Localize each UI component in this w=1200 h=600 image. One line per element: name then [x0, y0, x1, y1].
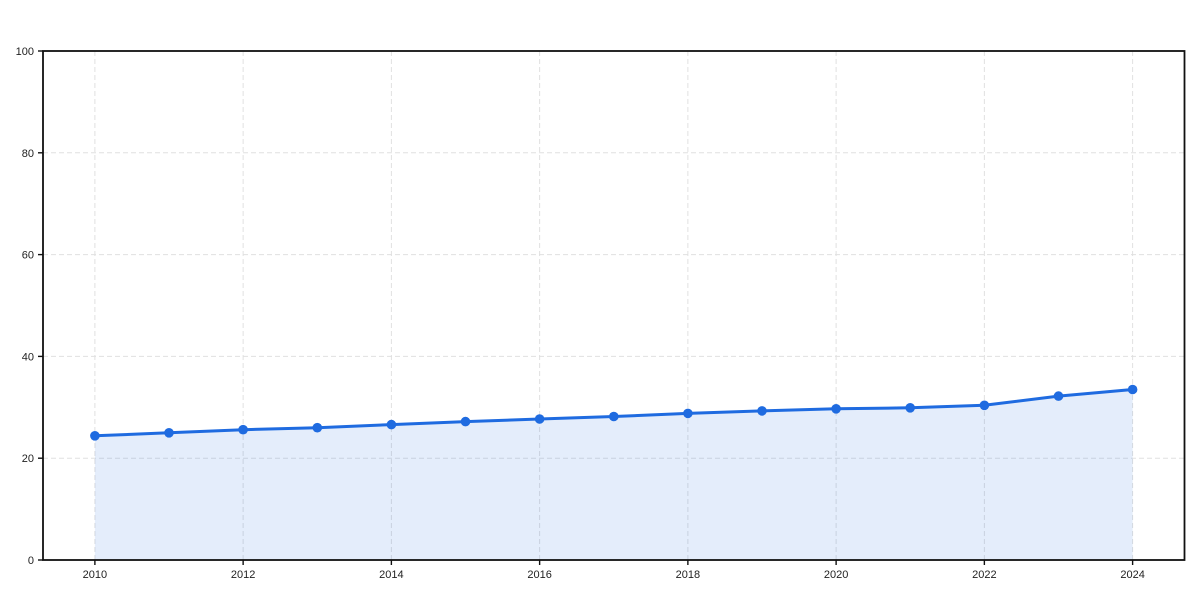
x-axis-tick-label: 2022: [972, 569, 996, 581]
x-axis-tick-label: 2012: [231, 569, 255, 581]
data-point: [312, 422, 323, 433]
data-point: [386, 419, 397, 430]
data-point: [1053, 391, 1064, 401]
data-point: [683, 408, 693, 419]
y-axis-tick-label: 20: [22, 453, 34, 465]
data-point: [90, 431, 100, 441]
x-axis-tick-label: 2018: [676, 569, 700, 581]
y-axis-tick-label: 60: [22, 250, 34, 262]
area-fill: [94, 389, 1133, 560]
x-axis-tick-label: 2024: [1120, 569, 1144, 581]
x-axis-tick-label: 2020: [824, 569, 848, 581]
data-point: [460, 416, 471, 427]
data-point: [238, 424, 248, 435]
data-point: [609, 411, 619, 422]
data-point: [831, 404, 841, 414]
data-point: [164, 428, 174, 438]
data-point: [979, 400, 990, 411]
axes-border: [42, 50, 1186, 561]
data-point: [757, 406, 767, 416]
y-axis-tick-label: 0: [28, 555, 34, 567]
data-point: [534, 414, 545, 424]
data-point: [1127, 384, 1138, 395]
y-axis-tick-label: 80: [22, 148, 34, 160]
y-axis-tick-label: 40: [22, 351, 34, 363]
data-point: [905, 403, 915, 413]
x-axis-tick-label: 2010: [83, 569, 107, 581]
x-axis-tick-label: 2014: [379, 569, 403, 581]
x-axis-tick-label: 2016: [527, 569, 551, 581]
y-axis-tick-label: 100: [16, 46, 34, 58]
